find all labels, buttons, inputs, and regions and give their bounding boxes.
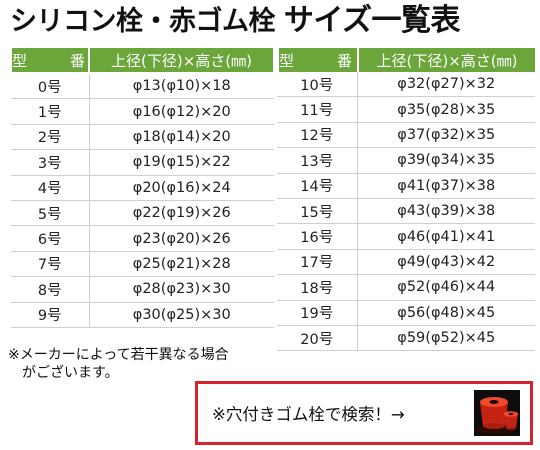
stopper-number: 8号 — [11, 276, 90, 303]
page-title-sub: サイズ一覧表 — [283, 3, 461, 38]
table-row: 14号 φ41(φ37)×38 — [277, 173, 535, 199]
stopper-number: 19号 — [277, 300, 358, 326]
table-row: 12号 φ37(φ32)×35 — [277, 122, 535, 149]
stopper-number: 4号 — [11, 175, 90, 201]
stopper-size: φ13(φ10)×18 — [89, 73, 274, 100]
table-row: 5号 φ22(φ19)×26 — [11, 200, 274, 227]
table-row: 15号 φ43(φ39)×38 — [277, 198, 535, 225]
stopper-size: φ39(φ34)×35 — [357, 147, 535, 174]
table-header-row: 型 番 上径(下径)×高さ(㎜) — [10, 46, 275, 74]
page-title: シリコン栓・赤ゴム栓 サイズ一覧表 — [10, 2, 535, 40]
stopper-number: 20号 — [277, 325, 358, 352]
stopper-size: φ35(φ28)×35 — [357, 96, 535, 123]
column-header-type: 型 番 — [10, 46, 90, 74]
stopper-size: φ18(φ14)×20 — [89, 124, 274, 151]
stopper-number: 2号 — [11, 124, 90, 151]
table-row: 1号 φ16(φ12)×20 — [11, 98, 274, 125]
stopper-number: 1号 — [11, 98, 90, 125]
stopper-number: 16号 — [277, 223, 358, 250]
stopper-number: 14号 — [277, 173, 358, 199]
table-row: 9号 φ30(φ25)×30 — [11, 302, 274, 328]
stopper-size: φ23(φ20)×26 — [89, 225, 274, 252]
stopper-number: 18号 — [277, 274, 358, 301]
stopper-number: 7号 — [11, 251, 90, 278]
disclaimer-line-2: がございます。 — [22, 365, 119, 381]
disclaimer-note: ※メーカーによって若干異なる場合 がございます。 — [8, 346, 229, 382]
stopper-size: φ28(φ23)×30 — [89, 276, 274, 303]
stopper-number: 12号 — [277, 122, 358, 149]
stopper-size: φ46(φ41)×41 — [357, 223, 535, 250]
table-row: 0号 φ13(φ10)×18 — [11, 73, 274, 100]
stopper-size: φ30(φ25)×30 — [89, 302, 274, 328]
table-header-row: 型 番 上径(下径)×高さ(㎜) — [277, 46, 537, 74]
table-row: 13号 φ39(φ34)×35 — [277, 147, 535, 174]
column-header-size: 上径(下径)×高さ(㎜) — [357, 46, 537, 74]
table-row: 8号 φ28(φ23)×30 — [11, 276, 274, 303]
stopper-size: φ25(φ21)×28 — [89, 251, 274, 278]
stopper-number: 0号 — [11, 73, 90, 100]
table-row: 17号 φ49(φ43)×42 — [277, 249, 535, 276]
table-row: 19号 φ56(φ48)×45 — [277, 300, 535, 326]
stopper-number: 3号 — [11, 149, 90, 176]
table-row: 18号 φ52(φ46)×44 — [277, 274, 535, 301]
size-table-right: 10号 φ32(φ27)×32 11号 φ35(φ28)×35 12号 φ37(φ32)×… — [277, 72, 535, 352]
stopper-size: φ56(φ48)×45 — [357, 300, 535, 326]
table-row: 20号 φ59(φ52)×45 — [277, 325, 535, 352]
page-title-main: シリコン栓・赤ゴム栓 — [10, 6, 276, 37]
table-row: 11号 φ35(φ28)×35 — [277, 96, 535, 123]
stopper-number: 5号 — [11, 200, 90, 227]
stopper-number: 13号 — [277, 147, 358, 174]
size-table-right-header: 型 番 上径(下径)×高さ(㎜) — [277, 46, 537, 74]
table-row: 7号 φ25(φ21)×28 — [11, 251, 274, 278]
stopper-number: 6号 — [11, 225, 90, 252]
table-row: 6号 φ23(φ20)×26 — [11, 225, 274, 252]
stopper-size: φ20(φ16)×24 — [89, 175, 274, 201]
stopper-size: φ41(φ37)×38 — [357, 173, 535, 199]
size-table-left: 型 番 上径(下径)×高さ(㎜) 0号 φ13(φ10)×18 1号 φ16(φ12)… — [10, 46, 275, 328]
stopper-size: φ16(φ12)×20 — [89, 98, 274, 125]
table-row: 4号 φ20(φ16)×24 — [11, 175, 274, 201]
table-row: 16号 φ46(φ41)×41 — [277, 223, 535, 250]
stopper-size: φ49(φ43)×42 — [357, 249, 535, 276]
stopper-number: 10号 — [277, 72, 358, 98]
search-banner-label: ※穴付きゴム栓で検索！→ — [212, 405, 405, 424]
table-row: 3号 φ19(φ15)×22 — [11, 149, 274, 176]
disclaimer-line-1: ※メーカーによって若干異なる場合 — [8, 347, 229, 363]
stopper-size: φ22(φ19)×26 — [89, 200, 274, 227]
stopper-size: φ52(φ46)×44 — [357, 274, 535, 301]
stopper-size: φ37(φ32)×35 — [357, 122, 535, 149]
stopper-number: 9号 — [11, 302, 90, 328]
stopper-size: φ59(φ52)×45 — [357, 325, 535, 352]
stopper-number: 17号 — [277, 249, 358, 276]
red-rubber-stopper-icon[interactable] — [474, 390, 520, 436]
stopper-size: φ32(φ27)×32 — [357, 72, 535, 98]
column-header-size: 上径(下径)×高さ(㎜) — [88, 46, 275, 74]
table-row: 10号 φ32(φ27)×32 — [277, 72, 535, 98]
search-stopper-banner[interactable]: ※穴付きゴム栓で検索！→ — [195, 381, 533, 445]
stopper-number: 11号 — [277, 96, 358, 123]
column-header-type: 型 番 — [277, 46, 359, 74]
table-row: 2号 φ18(φ14)×20 — [11, 124, 274, 151]
stopper-number: 15号 — [277, 198, 358, 225]
stopper-size: φ19(φ15)×22 — [89, 149, 274, 176]
stopper-size: φ43(φ39)×38 — [357, 198, 535, 225]
